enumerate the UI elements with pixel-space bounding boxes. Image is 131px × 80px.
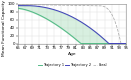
Legend: Trajectory 1, Trajectory 2, Ideal: Trajectory 1, Trajectory 2, Ideal (36, 62, 108, 69)
Y-axis label: Mean Functional Capacity (%): Mean Functional Capacity (%) (2, 0, 6, 56)
X-axis label: Age: Age (68, 52, 76, 56)
